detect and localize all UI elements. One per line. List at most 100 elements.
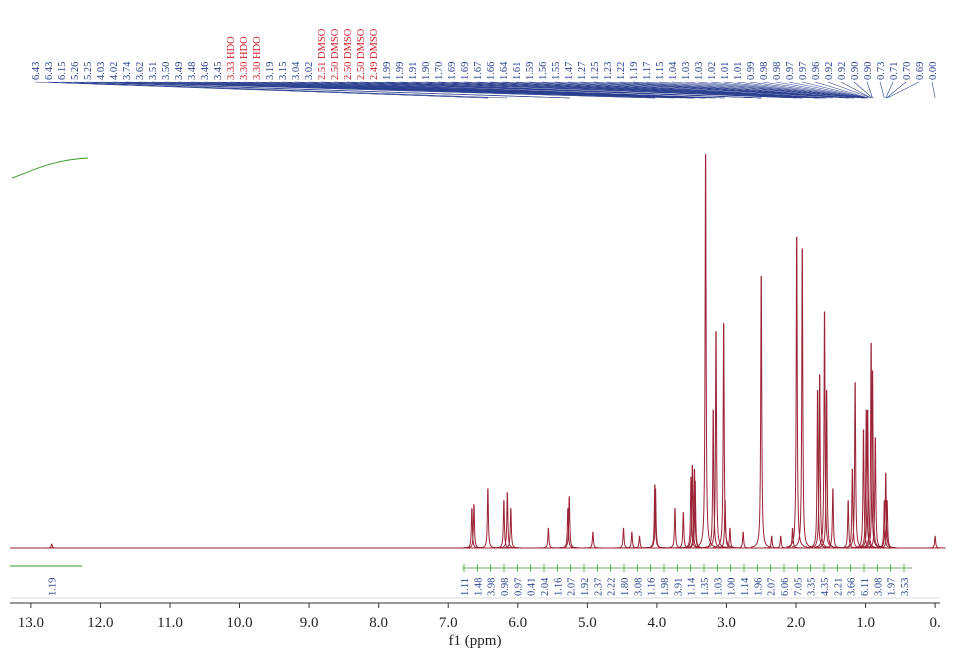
integral-label: 1.16 <box>553 578 564 596</box>
integral-label: 2.37 <box>593 578 604 596</box>
peak-label: 3.15 <box>278 62 289 80</box>
integral-label: 3.08 <box>633 578 644 596</box>
integral-label: 1.11 <box>460 578 471 596</box>
peak-connector <box>372 81 762 99</box>
peak-label: 2.50 DMSO <box>356 28 367 80</box>
peak <box>477 488 499 549</box>
peak-connector <box>762 81 868 99</box>
peak-connector <box>801 81 868 99</box>
integral-label: 3.98 <box>487 578 498 596</box>
peak <box>41 543 63 549</box>
peak-label: 4.03 <box>96 62 107 80</box>
integral-label: 3.66 <box>847 578 858 596</box>
peak-label: 3.51 <box>148 62 159 80</box>
peak-label: 0.97 <box>798 62 809 80</box>
peak <box>761 535 783 549</box>
peak <box>809 374 831 548</box>
peak-label: 1.67 <box>473 62 484 80</box>
peak-connector <box>60 81 508 99</box>
peak-label: 6.43 <box>44 62 55 80</box>
peak-label: 1.04 <box>668 61 679 80</box>
integral-label: 1.16 <box>647 578 658 596</box>
integral-label: 6.06 <box>780 578 791 596</box>
peak-label: 2.49 DMSO <box>369 28 380 80</box>
peak-label: 1.03 <box>681 62 692 80</box>
x-axis-label: f1 (ppm) <box>449 633 502 649</box>
integral-label: 0.41 <box>527 578 538 596</box>
peak-connector <box>47 81 488 99</box>
peak-label: 0.90 <box>863 62 874 80</box>
peak <box>461 508 483 549</box>
peak-label: 3.30 HDO <box>252 36 263 80</box>
x-tick-label: 3.0 <box>717 615 736 631</box>
peak-connector <box>554 81 828 99</box>
peak-label: 1.64 <box>499 61 510 80</box>
peak <box>582 531 604 549</box>
peak <box>695 154 717 548</box>
peak <box>645 488 666 549</box>
integral-label: 1.48 <box>473 578 484 596</box>
x-tick-label: 1.0 <box>856 615 875 631</box>
peak-label: 1.22 <box>616 62 627 80</box>
peak-label: 0.73 <box>876 62 887 80</box>
peak-connector <box>885 81 894 99</box>
peak-label: 1.15 <box>655 62 666 80</box>
peak-connector <box>424 81 803 99</box>
peak-label: 3.02 <box>304 62 315 80</box>
peak-label: 1.69 <box>460 62 471 80</box>
peak-label: 1.01 <box>733 62 744 80</box>
x-tick-label: 7.0 <box>439 615 458 631</box>
peak <box>786 236 808 548</box>
peak <box>496 492 518 549</box>
peak-label: 1.55 <box>551 62 562 80</box>
integral-label: 2.07 <box>767 578 778 596</box>
peak-label: 2.50 DMSO <box>330 28 341 80</box>
peak-connector <box>853 81 873 99</box>
peak-label: 1.02 <box>707 62 718 80</box>
peak-label: 0.69 <box>915 62 926 80</box>
peak-label: 0.70 <box>902 62 913 80</box>
integral-label: 3.53 <box>900 578 911 596</box>
peak-connector <box>86 81 570 99</box>
peak-connector <box>307 81 726 99</box>
integral-label: 1.14 <box>687 577 698 596</box>
peak <box>750 276 772 548</box>
peak-label: 1.59 <box>525 62 536 80</box>
peak <box>684 480 706 549</box>
peak <box>837 500 859 549</box>
peak <box>791 248 813 548</box>
peak <box>702 409 724 549</box>
peak-label: 1.23 <box>603 62 614 80</box>
peak-label: 6.43 <box>31 62 42 80</box>
peak-label: 3.33 HDO <box>226 36 237 80</box>
peak-label: 1.66 <box>486 62 497 80</box>
peak <box>463 504 485 549</box>
peak-label: 0.99 <box>746 62 757 80</box>
peak-label: 1.69 <box>447 62 458 80</box>
peak-label: 1.61 <box>512 62 523 80</box>
x-tick-label: 6.0 <box>508 615 527 631</box>
peak-label: 1.17 <box>642 62 653 80</box>
x-tick-label: 10.0 <box>226 615 252 631</box>
peak-label: 6.15 <box>57 62 68 80</box>
peak-label: 0.92 <box>837 62 848 80</box>
integral-label: 1.35 <box>700 578 711 596</box>
x-tick-label: 5.0 <box>578 615 597 631</box>
peak <box>713 323 735 548</box>
x-tick-label: 8.0 <box>369 615 388 631</box>
peak-connector <box>887 81 920 99</box>
peak <box>537 527 559 549</box>
peak-label: 1.70 <box>434 62 445 80</box>
peak-connector <box>736 81 865 99</box>
peak <box>714 500 736 549</box>
x-tick-label: 9.0 <box>300 615 319 631</box>
peak-label: 1.47 <box>564 62 575 80</box>
peak-label: 3.04 <box>291 61 302 80</box>
peak <box>705 331 727 548</box>
peak <box>862 370 884 548</box>
integral-curve <box>11 157 89 179</box>
peak <box>841 468 863 549</box>
peak-label: 3.62 <box>135 62 146 80</box>
peak-label: 1.27 <box>577 62 588 80</box>
peak-label: 3.50 <box>161 62 172 80</box>
